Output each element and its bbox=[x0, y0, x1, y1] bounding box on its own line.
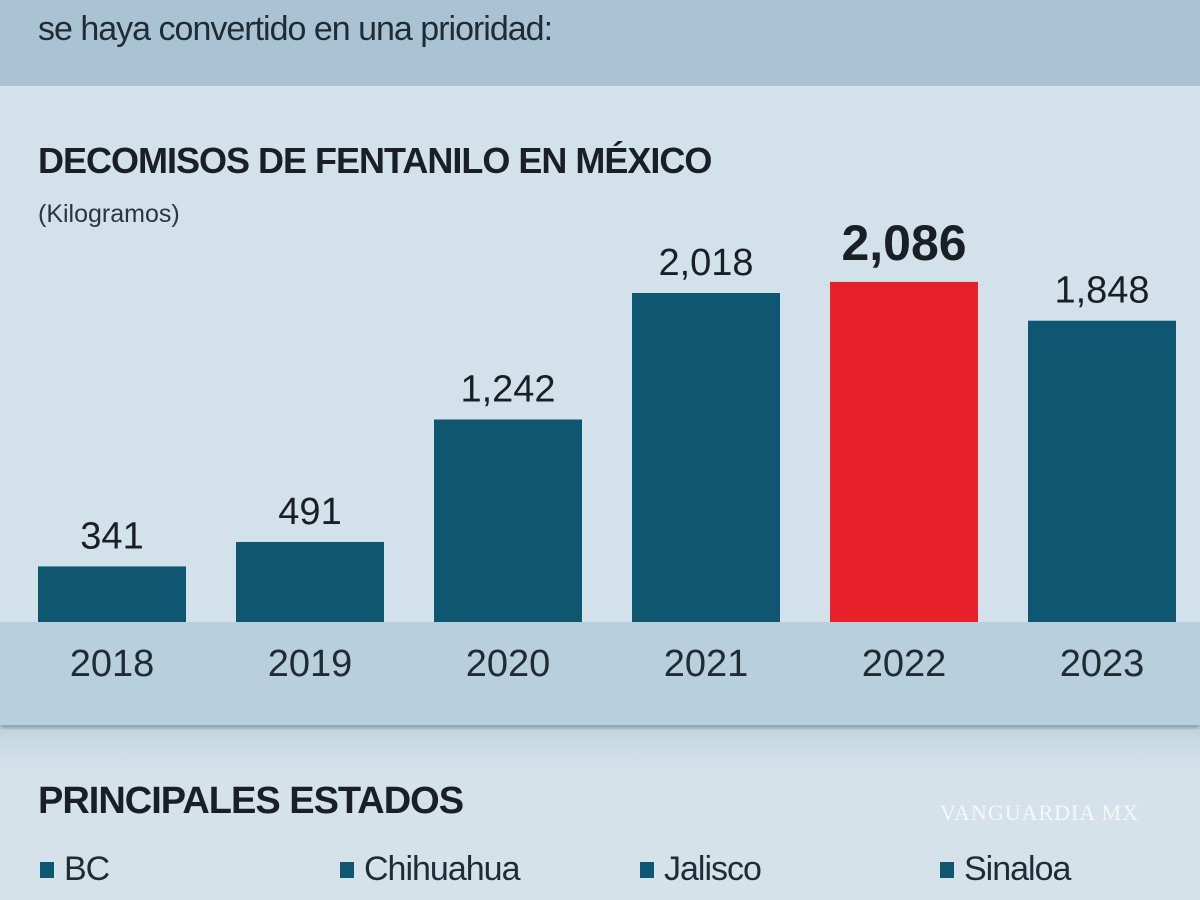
x-tick-2023: 2023 bbox=[1060, 643, 1145, 685]
axis-band bbox=[0, 622, 1200, 725]
bar-chart: 341 2018 491 2019 1,242 2020 2,018 2021 2,086 202… bbox=[38, 215, 1176, 685]
legend-item-sinaloa: Sinaloa bbox=[940, 850, 1071, 889]
legend-item-jalisco: Jalisco bbox=[640, 850, 762, 889]
bar-2020 bbox=[434, 419, 582, 622]
bar-2019 bbox=[236, 541, 384, 622]
legend-item-chihuahua: Chihuahua bbox=[340, 850, 520, 889]
x-tick-2021: 2021 bbox=[664, 643, 749, 685]
legend-item-bc: BC bbox=[40, 850, 110, 889]
bar-2022 bbox=[830, 281, 978, 622]
value-label-2019: 491 bbox=[278, 491, 341, 533]
bar-2021 bbox=[632, 293, 780, 622]
value-label-2023: 1,848 bbox=[1054, 270, 1149, 312]
states-title: PRINCIPALES ESTADOS bbox=[38, 780, 464, 822]
x-tick-2022: 2022 bbox=[862, 643, 947, 685]
x-tick-2019: 2019 bbox=[268, 643, 353, 685]
value-label-2020: 1,242 bbox=[460, 369, 555, 411]
chart-subtitle: (Kilogramos) bbox=[38, 200, 180, 228]
value-label-2021: 2,018 bbox=[658, 242, 753, 284]
bar-2018 bbox=[38, 566, 186, 622]
watermark-logo: VANGUARDIA MX bbox=[940, 800, 1140, 825]
x-tick-2018: 2018 bbox=[70, 643, 155, 685]
states-section bbox=[0, 730, 1200, 900]
value-label-2018: 341 bbox=[80, 515, 143, 557]
legend-label: Chihuahua bbox=[364, 850, 520, 888]
value-label-2022: 2,086 bbox=[841, 215, 966, 271]
bar-2023 bbox=[1028, 320, 1176, 622]
chart-title: DECOMISOS DE FENTANILO EN MÉXICO bbox=[38, 140, 712, 181]
swatch-icon bbox=[340, 861, 354, 878]
intro-band: se haya convertido en una prioridad: bbox=[0, 0, 1200, 86]
legend-label: Sinaloa bbox=[964, 850, 1071, 888]
legend-label: BC bbox=[64, 850, 110, 888]
legend-label: Jalisco bbox=[664, 850, 762, 888]
x-tick-2020: 2020 bbox=[466, 643, 551, 685]
swatch-icon bbox=[940, 861, 954, 878]
swatch-icon bbox=[40, 861, 54, 878]
intro-text: se haya convertido en una prioridad: bbox=[38, 10, 553, 48]
swatch-icon bbox=[640, 861, 654, 878]
